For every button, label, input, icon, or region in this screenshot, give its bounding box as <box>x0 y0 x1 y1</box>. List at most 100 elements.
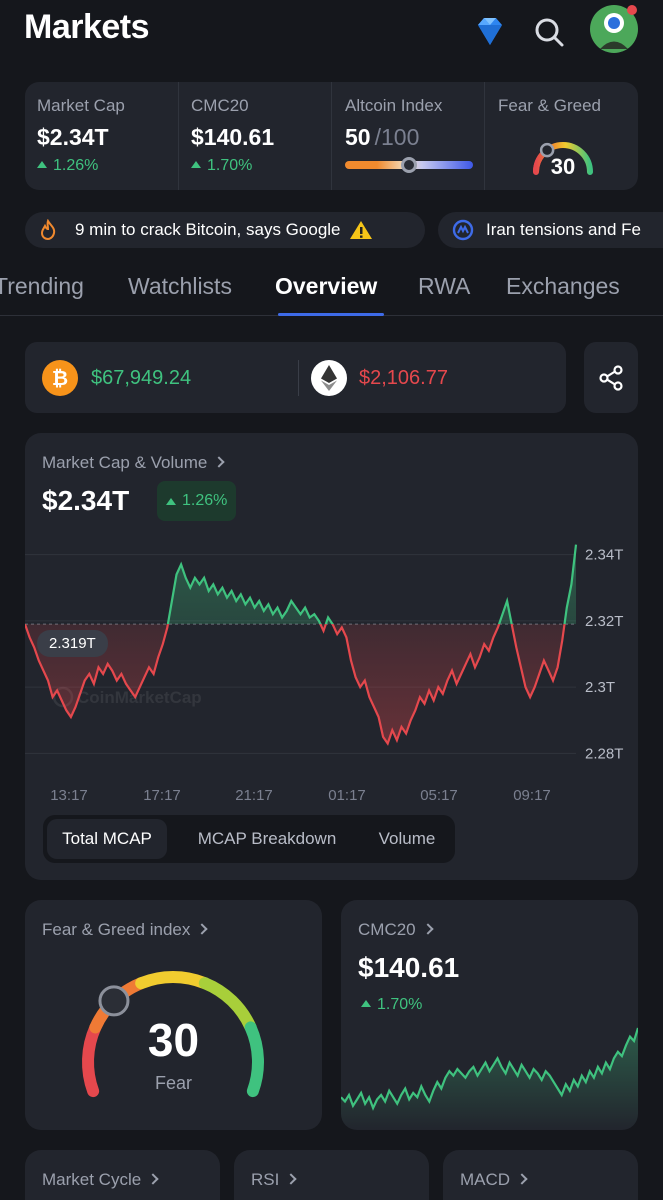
mini-fear-greed-gauge <box>533 142 593 175</box>
series-line-down <box>25 624 566 746</box>
chevron-right-icon <box>516 1173 528 1185</box>
diamond-icon[interactable] <box>472 15 508 49</box>
chevron-right-icon <box>213 456 226 468</box>
stat-value: $2.34T <box>37 124 109 150</box>
btc-price[interactable]: $67,949.24 <box>91 367 192 389</box>
tab-exchanges[interactable]: Exchanges <box>506 273 620 299</box>
cmc20-sparkline <box>341 1027 638 1130</box>
price-strip: ₿ $67,949.24 $2,106.77 <box>25 342 566 413</box>
up-triangle-icon <box>191 161 201 168</box>
fear-greed-value: 30 <box>147 1014 200 1066</box>
market-cap-card: Market Cap & Volume $2.34T 1.26% 2.34T 2.… <box>25 433 638 880</box>
x-tick-label: 17:17 <box>143 787 181 804</box>
market-cap-card-title[interactable]: Market Cap & Volume <box>42 453 226 473</box>
segment-total-mcap[interactable]: Total MCAP <box>47 819 167 859</box>
share-button[interactable] <box>584 342 638 413</box>
segment-volume[interactable]: Volume <box>378 829 436 848</box>
page-title: Markets <box>24 8 150 46</box>
y-tick-label: 2.3T <box>585 679 615 696</box>
stat-suffix: /100 <box>374 124 420 150</box>
gauge-segment <box>244 1021 264 1098</box>
stat-label: Fear & Greed <box>498 96 601 115</box>
stat-label: Market Cap <box>37 96 125 115</box>
chevron-right-icon <box>196 923 209 935</box>
stat-altcoin-index[interactable]: Altcoin Index 50/100 <box>345 96 475 173</box>
watermark-text: CoinMarketCap <box>77 688 202 707</box>
series-line-up <box>25 544 578 625</box>
up-triangle-icon <box>361 1000 371 1007</box>
altcoin-index-bar <box>345 157 473 173</box>
chevron-right-icon <box>421 923 434 935</box>
x-tick-label: 09:17 <box>513 787 551 804</box>
stat-market-cap[interactable]: Market Cap $2.34T 1.26% <box>37 96 125 175</box>
y-tick-label: 2.28T <box>585 745 623 762</box>
reference-price-label: 2.319T <box>37 630 108 657</box>
news-text: Iran tensions and Fe <box>486 220 641 239</box>
tab-watchlists[interactable]: Watchlists <box>128 273 232 299</box>
up-triangle-icon <box>166 497 176 505</box>
y-tick-label: 2.32T <box>585 613 623 630</box>
eth-price[interactable]: $2,106.77 <box>359 367 448 389</box>
x-tick-label: 21:17 <box>235 787 273 804</box>
stat-cmc20[interactable]: CMC20 $140.61 1.70% <box>191 96 274 175</box>
tab-trending[interactable]: Trending <box>0 273 84 299</box>
cmc20-change: 1.70% <box>361 996 422 1014</box>
sparkline-area <box>341 1028 638 1130</box>
market-cap-change-badge: 1.26% <box>157 481 237 521</box>
warning-icon <box>349 221 372 239</box>
news-text: 9 min to crack Bitcoin, says Google <box>75 220 341 239</box>
rsi-card[interactable]: RSI <box>234 1150 429 1200</box>
stat-label: Altcoin Index <box>345 96 443 115</box>
stat-change: 1.70% <box>207 157 253 174</box>
stat-value: 50 <box>345 124 371 150</box>
sparkline-line <box>341 1027 638 1111</box>
market-cap-value: $2.34T <box>42 485 130 516</box>
flame-icon <box>40 219 56 241</box>
gauge-segment <box>82 1021 102 1098</box>
x-tick-label: 13:17 <box>50 787 88 804</box>
fear-greed-caption: Fear <box>154 1073 192 1093</box>
up-triangle-icon <box>37 161 47 168</box>
svg-text:₿: ₿ <box>52 366 68 390</box>
gauge-segment <box>198 977 257 1034</box>
cmc-logo-icon <box>452 219 474 241</box>
tab-indicator <box>278 313 384 316</box>
fear-greed-card-title: Fear & Greed index <box>42 920 209 940</box>
ethereum-icon <box>311 360 347 396</box>
stat-change: 1.26% <box>53 157 99 174</box>
altcoin-index-knob <box>401 157 417 173</box>
bitcoin-icon: ₿ <box>42 360 78 396</box>
stat-fear-greed[interactable]: Fear & Greed 30 <box>498 96 633 179</box>
stat-value: $140.61 <box>191 124 275 150</box>
news-pill[interactable]: 9 min to crack Bitcoin, says Google <box>25 212 425 248</box>
gauge-knob <box>98 985 130 1017</box>
gauge-segment <box>135 971 211 990</box>
fear-greed-gauge <box>82 971 264 1098</box>
y-tick-label: 2.34T <box>585 547 623 564</box>
macd-card[interactable]: MACD <box>443 1150 638 1200</box>
share-icon <box>599 365 623 391</box>
macd-title: MACD <box>460 1170 528 1190</box>
fear-greed-card[interactable]: Fear & Greed index 30 Fear <box>25 900 322 1130</box>
rsi-title: RSI <box>251 1170 298 1190</box>
chevron-right-icon <box>285 1173 298 1185</box>
stats-card: Market Cap $2.34T 1.26% CMC20 $140.61 1.… <box>25 82 638 190</box>
segment-mcap-breakdown[interactable]: MCAP Breakdown <box>197 829 337 848</box>
news-pill[interactable]: Iran tensions and Fe <box>438 212 663 248</box>
cmc20-value: $140.61 <box>358 952 460 983</box>
market-cycle-title: Market Cycle <box>42 1170 159 1190</box>
tab-overview[interactable]: Overview <box>275 273 378 299</box>
cmc20-card[interactable]: CMC20 $140.61 1.70% <box>341 900 638 1130</box>
stat-label: CMC20 <box>191 96 249 115</box>
market-cap-chart[interactable]: 2.34T 2.32T 2.3T 2.28T CoinMarketCap 13:17 17:… <box>25 538 638 808</box>
chart-type-segmented: Total MCAP MCAP Breakdown Volume <box>43 815 455 863</box>
x-tick-label: 01:17 <box>328 787 366 804</box>
tab-rwa[interactable]: RWA <box>418 273 471 299</box>
cmc20-card-title: CMC20 <box>358 920 434 940</box>
fear-greed-value: 30 <box>550 154 576 179</box>
avatar[interactable] <box>589 4 639 54</box>
search-icon[interactable] <box>532 15 566 49</box>
x-tick-label: 05:17 <box>420 787 458 804</box>
chevron-right-icon <box>147 1173 159 1185</box>
market-cycle-card[interactable]: Market Cycle <box>25 1150 220 1200</box>
